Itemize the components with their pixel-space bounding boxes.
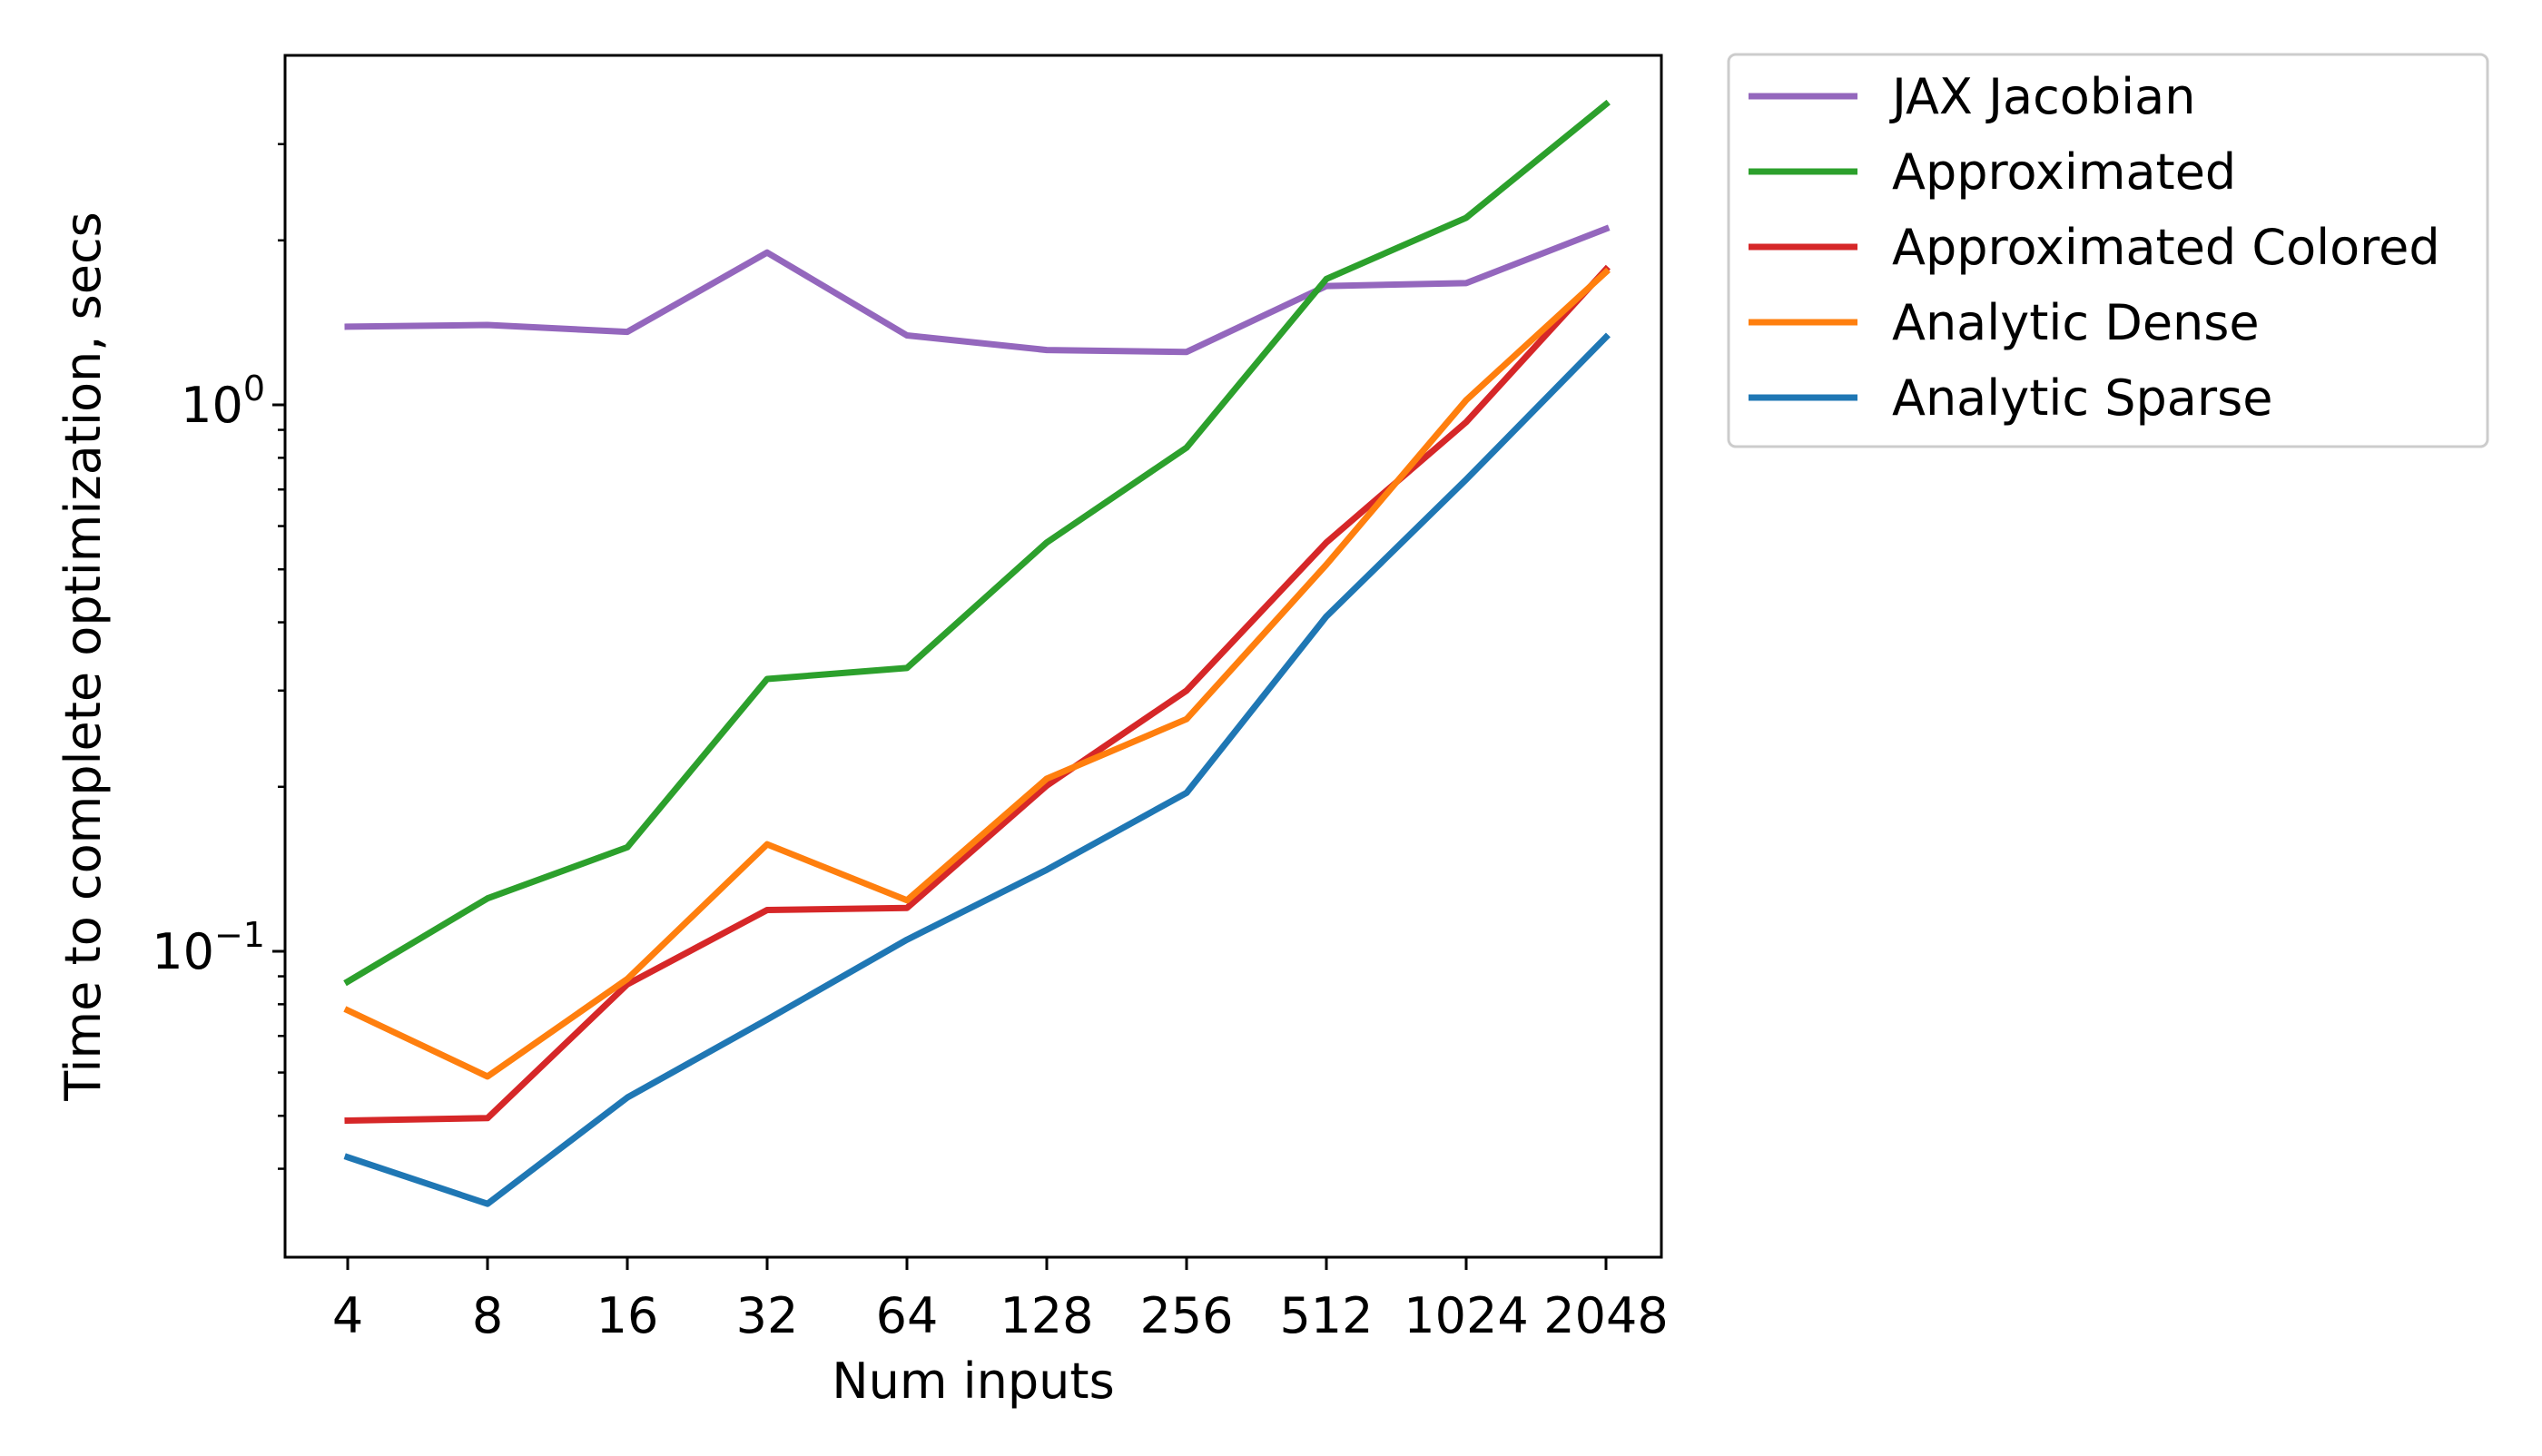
series-lines — [343, 99, 1611, 1207]
series-line-3 — [343, 267, 1611, 1080]
series-line-2 — [344, 264, 1611, 1125]
plot-area-frame — [283, 54, 1663, 1259]
legend-label: Analytic Sparse — [1892, 369, 2272, 427]
y-axis-label: Time to complete optimization, secs — [54, 212, 112, 1102]
x-tick-label: 2048 — [1543, 1287, 1668, 1344]
x-tick-label: 8 — [472, 1287, 503, 1344]
x-tick-label: 256 — [1139, 1287, 1233, 1344]
x-tick-label: 512 — [1279, 1287, 1373, 1344]
legend-label: Approximated Colored — [1892, 219, 2440, 276]
legend-label: Approximated — [1892, 143, 2236, 201]
legend-box — [1727, 53, 2489, 448]
x-tick-label: 1024 — [1404, 1287, 1528, 1344]
x-tick-label: 4 — [332, 1287, 363, 1344]
series-line-1 — [343, 99, 1611, 987]
y-tick-label: 10−1 — [152, 915, 265, 980]
series-line-4 — [343, 332, 1611, 1207]
legend-label: Analytic Dense — [1892, 294, 2260, 351]
x-tick-label: 128 — [1000, 1287, 1093, 1344]
x-axis: 4 8 16 32 64 128 256 512 1024 2048 — [332, 1257, 1669, 1344]
x-tick-label: 32 — [736, 1287, 799, 1344]
y-axis: 10−1 100 — [152, 143, 285, 1170]
y-tick-label: 100 — [181, 369, 265, 434]
series-line-0 — [344, 224, 1611, 356]
x-tick-label: 64 — [876, 1287, 939, 1344]
legend: JAX Jacobian Approximated Approximated Col… — [1727, 53, 2489, 448]
x-tick-label: 16 — [596, 1287, 659, 1344]
x-axis-label: Num inputs — [832, 1353, 1114, 1410]
legend-label: JAX Jacobian — [1889, 68, 2195, 125]
